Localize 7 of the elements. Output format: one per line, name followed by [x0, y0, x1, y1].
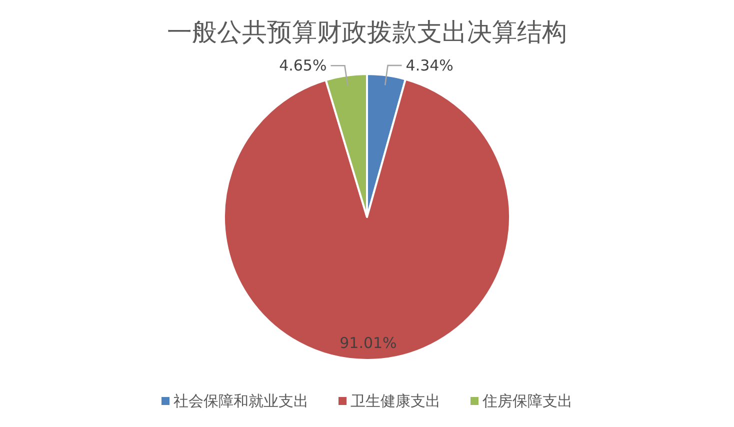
- chart-title: 一般公共预算财政拨款支出决算结构: [167, 18, 567, 46]
- legend-label: 社会保障和就业支出: [174, 392, 308, 410]
- data-label: 91.01%: [340, 334, 397, 352]
- data-label: 4.65%: [279, 56, 327, 75]
- data-label: 4.34%: [406, 56, 454, 74]
- legend-label: 住房保障支出: [482, 392, 572, 410]
- legend-label: 卫生健康支出: [350, 392, 440, 410]
